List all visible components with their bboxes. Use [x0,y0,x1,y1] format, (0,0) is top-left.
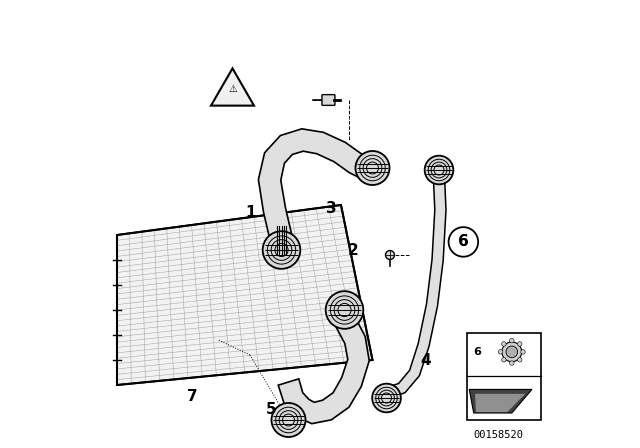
Circle shape [372,383,401,412]
Circle shape [262,231,300,269]
Circle shape [506,346,518,358]
Circle shape [521,349,525,354]
Circle shape [502,342,522,362]
Text: 5: 5 [266,402,276,418]
Circle shape [271,403,305,437]
Text: 6: 6 [474,347,481,357]
Circle shape [449,227,478,257]
Text: 7: 7 [187,389,198,404]
Text: 2: 2 [348,243,359,258]
Polygon shape [278,315,369,424]
Circle shape [385,250,394,259]
Polygon shape [211,69,254,106]
Text: 6: 6 [458,234,468,250]
Circle shape [425,155,453,184]
Circle shape [509,338,514,343]
Polygon shape [475,394,525,412]
Text: 00158520: 00158520 [474,430,524,440]
Polygon shape [259,129,374,242]
FancyBboxPatch shape [467,332,541,420]
Text: 1: 1 [245,205,256,220]
FancyBboxPatch shape [322,95,335,105]
Text: 4: 4 [420,353,431,368]
Text: ⚠: ⚠ [228,84,237,94]
Circle shape [502,358,506,362]
Text: 3: 3 [326,201,337,216]
Circle shape [499,349,503,354]
Circle shape [355,151,390,185]
Polygon shape [469,389,532,413]
Circle shape [502,342,506,346]
Text: 6: 6 [458,234,468,250]
Circle shape [518,358,522,362]
Circle shape [509,361,514,365]
Circle shape [326,291,364,329]
Polygon shape [387,178,446,398]
Polygon shape [117,205,372,385]
Circle shape [518,342,522,346]
